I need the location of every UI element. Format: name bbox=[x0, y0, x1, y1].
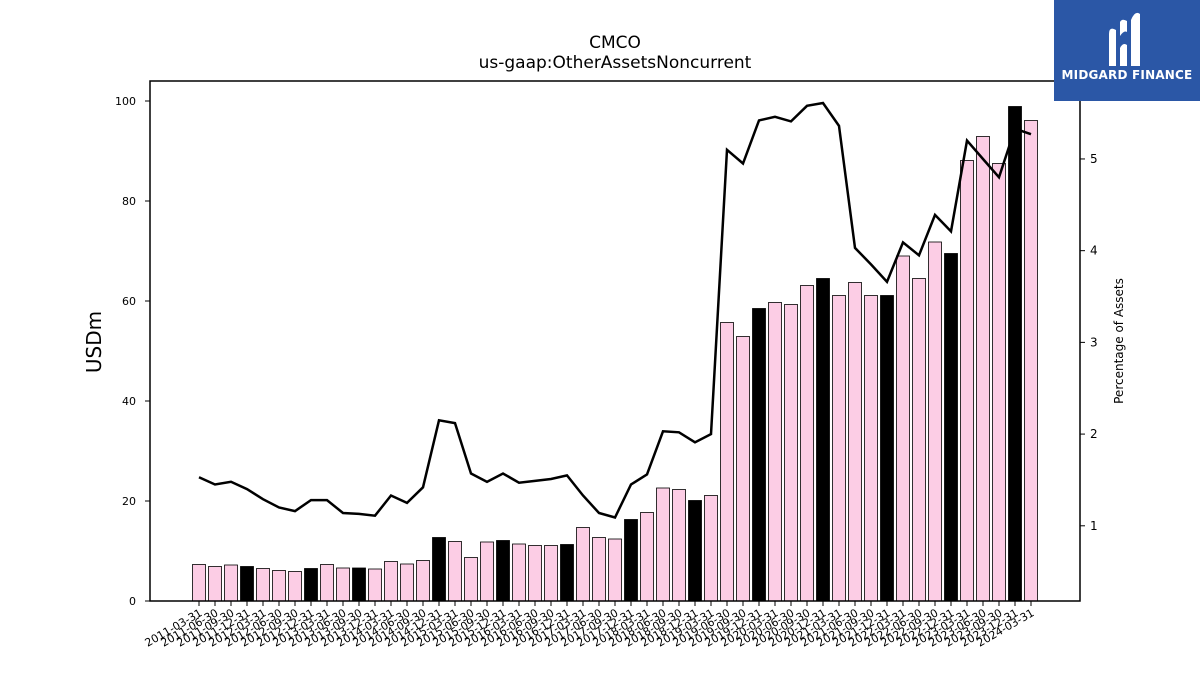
brand-name: MIDGARD FINANCE bbox=[1061, 68, 1193, 82]
bar-2016-09-30 bbox=[544, 545, 558, 602]
y2-tick-label: 1 bbox=[1090, 519, 1098, 533]
bar-2018-09-30 bbox=[672, 489, 686, 602]
bar-2018-06-30 bbox=[656, 487, 670, 602]
y2-axis-label: Percentage of Assets bbox=[1112, 278, 1126, 404]
bar-2022-12-31 bbox=[944, 253, 958, 602]
y2-tick-label: 4 bbox=[1090, 244, 1098, 258]
bar-2014-09-30 bbox=[416, 560, 430, 602]
bar-2015-03-31 bbox=[448, 541, 462, 602]
bar-2011-06-30 bbox=[208, 566, 222, 602]
bar-2021-03-31 bbox=[832, 295, 846, 602]
right-y-axis: 1 2 3 4 5 bbox=[1080, 152, 1098, 533]
bar-2017-12-31 bbox=[624, 519, 638, 602]
percentage-line bbox=[198, 101, 1032, 519]
y-tick-label: 80 bbox=[122, 195, 136, 208]
bar-2019-03-31 bbox=[704, 495, 718, 602]
bar-2013-12-31 bbox=[368, 568, 382, 602]
bar-2017-06-30 bbox=[592, 537, 606, 602]
bar-2022-06-30 bbox=[912, 278, 926, 602]
y-tick-label: 40 bbox=[122, 395, 136, 408]
y2-tick-label: 2 bbox=[1090, 427, 1098, 441]
y-tick-label: 20 bbox=[122, 495, 136, 508]
bar-2018-12-31 bbox=[688, 500, 702, 602]
bar-2021-06-30 bbox=[848, 282, 862, 602]
bar-2024-03-31 bbox=[1024, 120, 1038, 602]
bar-2019-12-31 bbox=[752, 308, 766, 602]
bar-2020-12-31 bbox=[816, 278, 830, 602]
bar-2013-09-30 bbox=[352, 567, 366, 602]
bar-2015-12-31 bbox=[496, 540, 510, 602]
x-axis: 2011-03-312011-06-302011-09-302011-12-31… bbox=[143, 601, 1037, 650]
bar-2023-06-30 bbox=[976, 136, 990, 602]
bar-2013-06-30 bbox=[336, 567, 350, 602]
bar-2011-12-31 bbox=[240, 566, 254, 602]
bar-2011-09-30 bbox=[224, 564, 238, 602]
bar-2016-03-31 bbox=[512, 543, 526, 602]
chart-title: CMCO bbox=[589, 33, 641, 53]
bar-2014-06-30 bbox=[400, 563, 414, 602]
y-axis-label: USDm bbox=[82, 311, 106, 373]
bar-2017-03-31 bbox=[576, 527, 590, 602]
bar-2022-03-31 bbox=[896, 255, 910, 602]
bar-2016-06-30 bbox=[528, 545, 542, 602]
bar-2014-03-31 bbox=[384, 561, 398, 602]
bar-2012-03-31 bbox=[256, 568, 270, 602]
brand-logo: MIDGARD FINANCE bbox=[1054, 0, 1200, 101]
bar-2019-06-30 bbox=[720, 322, 734, 602]
bar-2021-09-30 bbox=[864, 295, 878, 602]
bar-2015-06-30 bbox=[464, 557, 478, 602]
y-tick-label: 0 bbox=[129, 595, 136, 608]
bar-2013-03-31 bbox=[320, 564, 334, 602]
chart-subtitle: us-gaap:OtherAssetsNoncurrent bbox=[479, 53, 752, 73]
bar-2023-12-31 bbox=[1008, 106, 1022, 602]
bar-2023-03-31 bbox=[960, 160, 974, 602]
bar-2016-12-31 bbox=[560, 544, 574, 602]
bar-2020-03-31 bbox=[768, 302, 782, 602]
bar-2014-12-31 bbox=[432, 537, 446, 602]
bar-2017-09-30 bbox=[608, 538, 622, 602]
bar-2011-03-31 bbox=[192, 564, 206, 602]
y-tick-label: 60 bbox=[122, 295, 136, 308]
bar-2020-09-30 bbox=[800, 285, 814, 602]
y2-tick-label: 5 bbox=[1090, 152, 1098, 166]
bar-2018-03-31 bbox=[640, 512, 654, 602]
bar-2012-06-30 bbox=[272, 570, 286, 602]
bar-2012-12-31 bbox=[304, 568, 318, 602]
bar-2022-09-30 bbox=[928, 241, 942, 602]
midgard-logo-icon bbox=[1109, 12, 1140, 67]
bar-2012-09-30 bbox=[288, 571, 302, 602]
y-tick-label: 100 bbox=[115, 95, 136, 108]
bar-2015-09-30 bbox=[480, 541, 494, 602]
y2-tick-label: 3 bbox=[1090, 335, 1098, 349]
left-y-axis: 0 20 40 60 80 100 bbox=[115, 95, 150, 608]
bar-series bbox=[192, 106, 1038, 602]
bar-2021-12-31 bbox=[880, 295, 894, 602]
bar-2023-09-30 bbox=[992, 163, 1006, 602]
bar-2019-09-30 bbox=[736, 336, 750, 602]
bar-2020-06-30 bbox=[784, 304, 798, 602]
